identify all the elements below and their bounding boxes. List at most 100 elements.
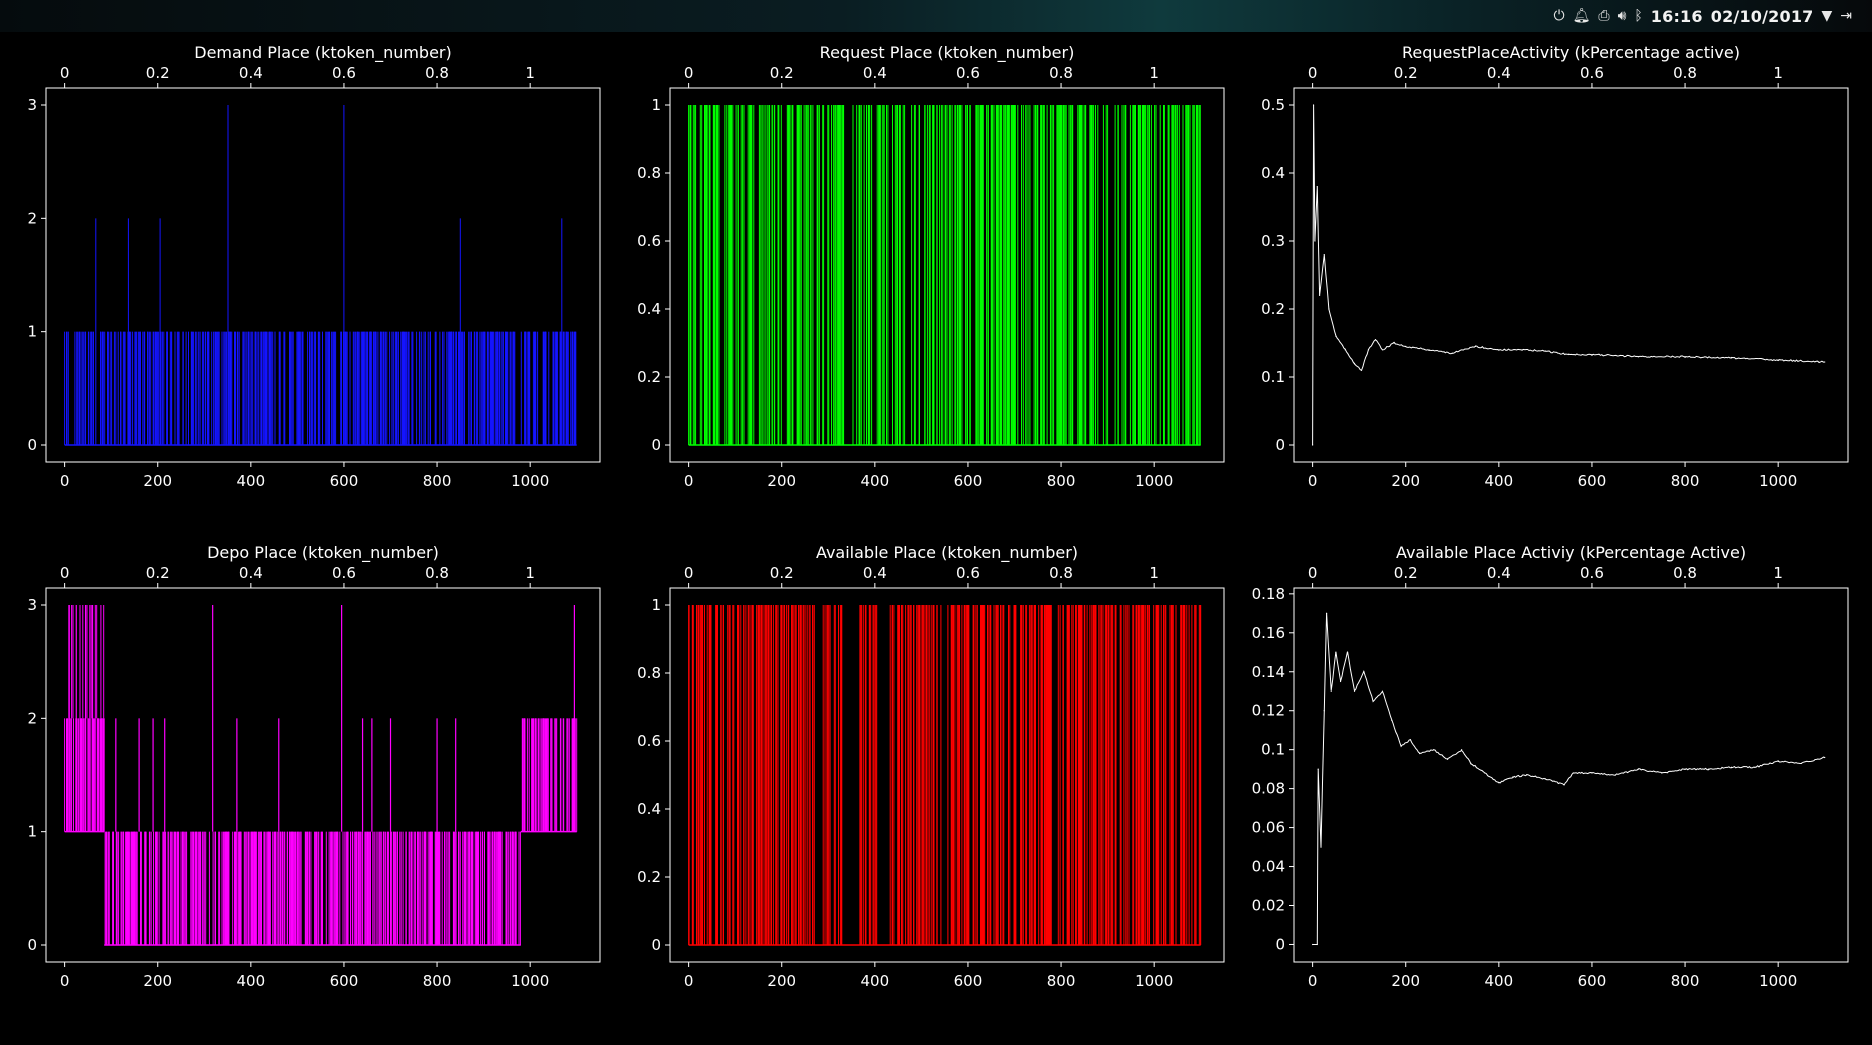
data-point bbox=[1544, 778, 1546, 780]
bluetooth-icon[interactable]: ᛒ bbox=[1634, 8, 1643, 24]
data-point bbox=[1433, 749, 1435, 751]
data-point bbox=[1563, 784, 1565, 786]
data-point bbox=[1498, 782, 1500, 784]
data-point bbox=[1800, 762, 1803, 764]
plot-area bbox=[688, 605, 1202, 946]
x-tick-label: 0 bbox=[684, 472, 694, 490]
x2-tick-label: 0 bbox=[60, 564, 70, 582]
x-tick-label: 800 bbox=[1047, 972, 1076, 990]
data-point bbox=[1353, 362, 1356, 364]
chart-depo-svg: Depo Place (ktoken_number)0 200 400 600 800 1… bbox=[27, 543, 601, 990]
data-point bbox=[1372, 700, 1374, 702]
data-point bbox=[1568, 353, 1570, 356]
plot-grid: Demand Place (ktoken_number) 0 200 400 600 80… bbox=[0, 32, 1872, 1045]
y-tick-label: 0.12 bbox=[1252, 702, 1285, 720]
x-tick-label: 0 bbox=[1308, 472, 1318, 490]
clipboard-icon[interactable]: ⎙ bbox=[1598, 8, 1610, 24]
x2-tick-label: 0 bbox=[1308, 564, 1318, 582]
y-tick-label: 0 bbox=[27, 436, 37, 454]
x2-tick-label: 0 bbox=[1308, 64, 1318, 82]
data-point bbox=[1731, 357, 1733, 359]
y-tick-label: 0.5 bbox=[1261, 96, 1285, 114]
data-point bbox=[1526, 774, 1528, 776]
x2-tick-label: 0.6 bbox=[956, 64, 980, 82]
data-point bbox=[1335, 651, 1337, 653]
plot-area bbox=[1312, 612, 1826, 946]
data-point bbox=[1754, 766, 1756, 768]
clock-time[interactable]: 16:16 bbox=[1650, 6, 1703, 26]
y-tick-label: 0.8 bbox=[637, 164, 661, 182]
data-point bbox=[1474, 345, 1477, 347]
y-tick-label: 0 bbox=[651, 436, 661, 454]
y-tick-label: 0.18 bbox=[1252, 585, 1285, 603]
logout-icon[interactable]: ⇥ bbox=[1840, 8, 1852, 24]
x-tick-label: 400 bbox=[1485, 972, 1514, 990]
clock-date[interactable]: 02/10/2017 bbox=[1710, 6, 1814, 26]
data-point bbox=[1591, 772, 1593, 774]
data-point bbox=[1363, 671, 1365, 673]
x2-tick-label: 0.8 bbox=[1673, 64, 1697, 82]
data-point bbox=[1316, 186, 1318, 188]
y-tick-label: 0 bbox=[1275, 436, 1285, 454]
data-point bbox=[1684, 356, 1686, 358]
y-tick-label: 0.8 bbox=[637, 664, 661, 682]
y-tick-label: 0 bbox=[651, 936, 661, 954]
x2-tick-label: 0.4 bbox=[239, 564, 263, 582]
y-tick-label: 0.06 bbox=[1252, 819, 1285, 837]
series-line bbox=[1312, 612, 1825, 945]
data-point bbox=[1447, 758, 1449, 761]
chart-title: Request Place (ktoken_number) bbox=[820, 43, 1075, 63]
data-point bbox=[1323, 254, 1325, 256]
data-point bbox=[1451, 352, 1453, 354]
system-tray: ⏻ 🔔︎ ⎙ 🔊︎ ᛒ 16:16 02/10/2017 ▼ ⇥ bbox=[1554, 0, 1853, 32]
y-tick-label: 1 bbox=[651, 596, 661, 614]
data-point bbox=[1360, 369, 1363, 371]
x-tick-label: 200 bbox=[1391, 472, 1420, 490]
data-point bbox=[1637, 768, 1640, 770]
y-tick-label: 0.04 bbox=[1252, 858, 1285, 876]
chart-title: Available Place Activiy (kPercentage Act… bbox=[1396, 543, 1746, 562]
x2-tick-label: 0.6 bbox=[332, 64, 356, 82]
x-tick-label: 1000 bbox=[1759, 972, 1797, 990]
data-point bbox=[1319, 294, 1321, 296]
x-tick-label: 1000 bbox=[1759, 472, 1797, 490]
y-tick-label: 0.4 bbox=[637, 300, 661, 318]
data-point bbox=[1312, 943, 1314, 946]
data-point bbox=[1317, 768, 1319, 770]
x2-tick-label: 0.2 bbox=[1394, 564, 1418, 582]
data-point bbox=[1521, 349, 1523, 351]
chart-available-activity: Available Place Activiy (kPercentage Act… bbox=[1248, 532, 1872, 1032]
y-tick-label: 3 bbox=[27, 96, 37, 114]
x-tick-label: 400 bbox=[861, 972, 890, 990]
x-tick-label: 200 bbox=[1391, 972, 1420, 990]
data-point bbox=[1512, 776, 1514, 778]
chart-available-activity-svg: Available Place Activiy (kPercentage Act… bbox=[1252, 543, 1849, 990]
data-point bbox=[1325, 612, 1328, 614]
data-point bbox=[1330, 690, 1332, 692]
data-point bbox=[1470, 762, 1472, 764]
chart-request-activity-svg: RequestPlaceActivity (kPercentage active… bbox=[1261, 43, 1849, 490]
x2-tick-label: 0.2 bbox=[770, 64, 794, 82]
y-tick-label: 0.1 bbox=[1261, 741, 1285, 759]
wifi-icon[interactable]: ▼ bbox=[1821, 8, 1833, 24]
y-tick-label: 1 bbox=[651, 96, 661, 114]
data-point bbox=[1409, 739, 1411, 741]
x2-tick-label: 0 bbox=[60, 64, 70, 82]
y-tick-label: 0.1 bbox=[1261, 368, 1285, 386]
y-tick-label: 1 bbox=[27, 323, 37, 341]
chart-request-activity: RequestPlaceActivity (kPercentage active… bbox=[1248, 32, 1872, 532]
y-tick-label: 0.2 bbox=[1261, 300, 1285, 318]
bell-icon[interactable]: 🔔︎ bbox=[1572, 8, 1591, 24]
x-tick-label: 0 bbox=[60, 972, 70, 990]
data-point bbox=[1314, 240, 1316, 242]
data-point bbox=[1323, 710, 1325, 712]
power-icon[interactable]: ⏻ bbox=[1553, 8, 1565, 24]
chart-title: Depo Place (ktoken_number) bbox=[207, 543, 439, 563]
data-point bbox=[1374, 339, 1377, 341]
x-tick-label: 1000 bbox=[1135, 472, 1173, 490]
x2-tick-label: 0.4 bbox=[863, 64, 887, 82]
data-point bbox=[1346, 651, 1349, 653]
x2-tick-label: 1 bbox=[1773, 564, 1783, 582]
volume-icon[interactable]: 🔊︎ bbox=[1617, 8, 1627, 24]
y-tick-label: 0.2 bbox=[637, 368, 661, 386]
